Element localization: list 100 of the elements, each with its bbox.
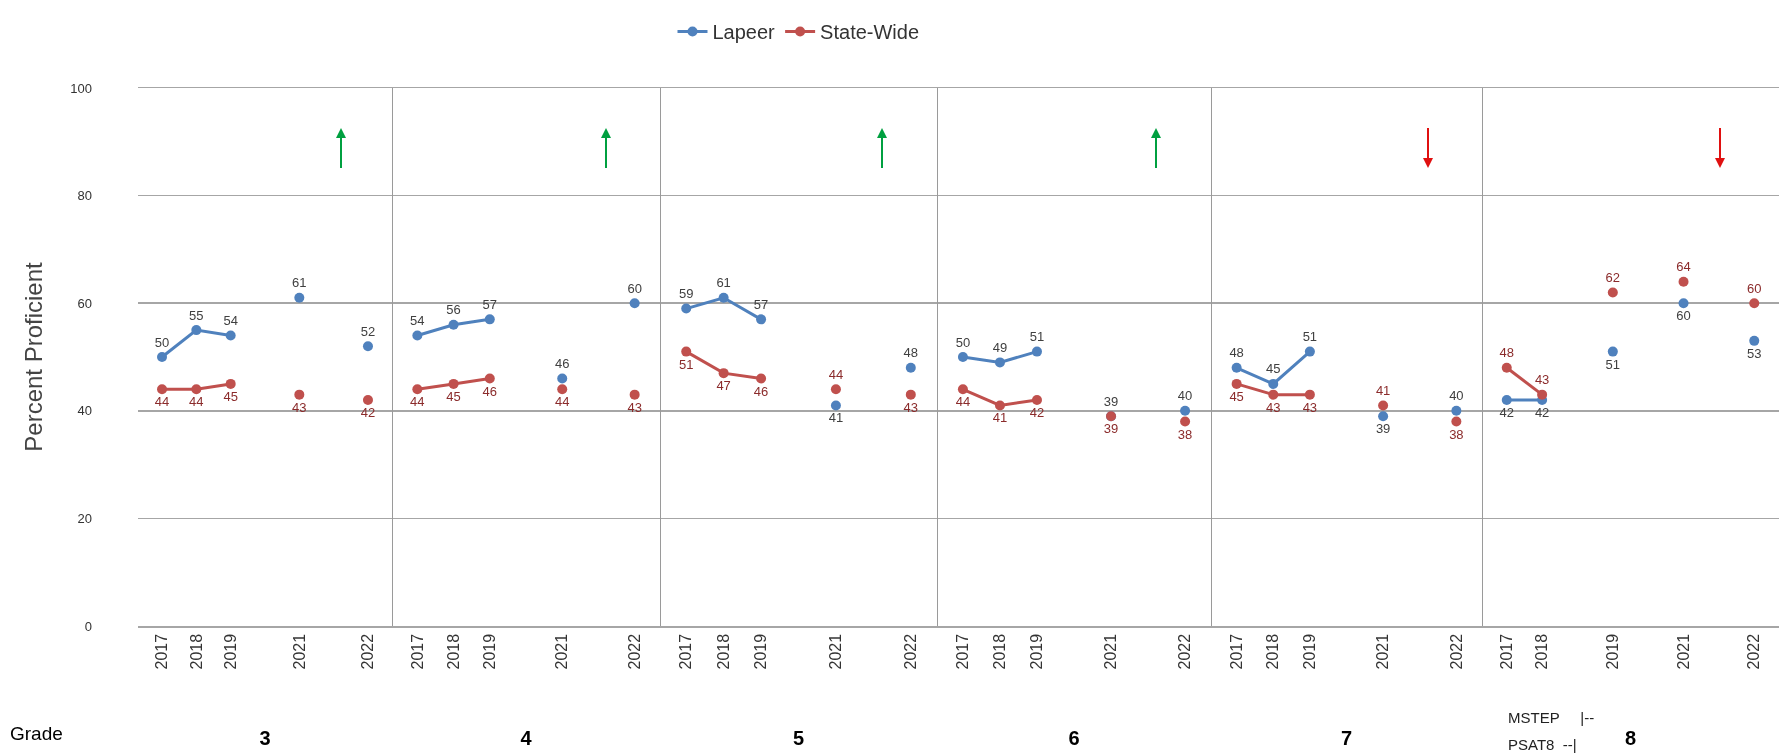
data-label: 45 [223, 388, 238, 404]
data-label: 56 [446, 302, 461, 318]
x-tick-label: 2019 [1301, 633, 1319, 670]
x-tick-label: 2017 [954, 633, 972, 670]
data-label: 43 [903, 399, 919, 415]
x-tick-label: 2017 [1227, 633, 1245, 670]
data-label: 53 [1747, 345, 1762, 361]
data-label: 44 [828, 366, 844, 382]
data-label: 42 [1499, 405, 1514, 421]
x-tick-label: 2018 [1533, 633, 1551, 670]
data-label: 57 [753, 296, 769, 312]
x-tick-label: 2021 [1102, 633, 1120, 670]
y-tick-label: 20 [77, 510, 92, 526]
x-axis-title: 8 [1624, 726, 1637, 749]
data-label: 41 [992, 410, 1008, 426]
x-tick-label: 2019 [221, 633, 239, 670]
y-tick-label: 100 [70, 80, 92, 96]
x-axis-title: 4 [520, 726, 533, 749]
x-tick-label: 2018 [444, 633, 462, 670]
data-label: 43 [627, 399, 642, 415]
x-tick-label: 2017 [153, 633, 171, 670]
data-label: 62 [1605, 269, 1621, 285]
data-label: 51 [1029, 329, 1045, 345]
data-label: 43 [1534, 372, 1550, 388]
data-label: 44 [955, 394, 971, 410]
data-label: 54 [410, 312, 425, 328]
data-label: 39 [1375, 421, 1391, 437]
data-label: 64 [1676, 259, 1691, 275]
data-label: 60 [1747, 280, 1762, 296]
data-label: 48 [1229, 345, 1244, 361]
x-tick-label: 2022 [1176, 633, 1194, 670]
x-tick-label: 2022 [1447, 633, 1465, 670]
x-tick-label: 2021 [1674, 633, 1692, 670]
x-tick-label: 2022 [625, 633, 643, 670]
data-label: 46 [753, 383, 769, 399]
x-tick-label: 2017 [1497, 633, 1515, 670]
x-tick-label: 2021 [827, 633, 845, 670]
data-label: 54 [223, 312, 238, 328]
data-label: 46 [482, 383, 498, 399]
data-label: 39 [1103, 393, 1119, 409]
data-label: 43 [1302, 399, 1318, 415]
x-tick-label: 2019 [480, 633, 498, 670]
data-label: 48 [903, 345, 919, 361]
data-label: 41 [828, 410, 844, 426]
data-label: 48 [1499, 345, 1514, 361]
x-tick-label: 2019 [1028, 633, 1046, 670]
data-label: 50 [955, 334, 971, 350]
data-label: 42 [1029, 405, 1045, 421]
data-label: 38 [1449, 426, 1464, 442]
data-label: 42 [360, 405, 376, 421]
data-label: 50 [154, 334, 170, 350]
data-label: 51 [1302, 329, 1318, 345]
data-label: 45 [1266, 361, 1281, 377]
y-tick-label: 0 [84, 618, 92, 634]
x-tick-label: 2017 [677, 633, 695, 670]
data-label: 39 [1103, 421, 1119, 437]
text: MSTEP |-- [1508, 709, 1595, 726]
data-label: 44 [154, 394, 170, 410]
data-label: 60 [1676, 308, 1691, 324]
data-label: 43 [1266, 399, 1281, 415]
data-label: 51 [678, 356, 694, 372]
data-label: 44 [189, 394, 204, 410]
y-tick-label: 80 [77, 188, 92, 204]
y-tick-label: 60 [77, 295, 92, 311]
x-axis-title: 6 [1068, 726, 1080, 749]
data-label: 52 [360, 323, 376, 339]
data-label: 46 [554, 356, 570, 372]
data-label: 40 [1177, 388, 1193, 404]
data-label: 61 [716, 275, 731, 291]
x-axis-title: 3 [259, 726, 271, 749]
data-label: 42 [1534, 405, 1550, 421]
x-tick-label: 2022 [902, 633, 919, 670]
y-tick-label: 40 [77, 403, 92, 419]
data-label: 38 [1177, 426, 1193, 442]
x-tick-label: 2021 [1374, 633, 1392, 670]
data-label: 43 [292, 399, 307, 415]
data-label: 55 [189, 307, 204, 323]
data-label: 45 [1229, 388, 1244, 404]
x-tick-label: 2021 [290, 633, 308, 670]
data-label: 49 [992, 339, 1008, 355]
data-label: 40 [1449, 388, 1464, 404]
text: Grade [10, 723, 63, 744]
data-label: 61 [292, 275, 307, 291]
data-label: 47 [716, 378, 731, 394]
data-label: 59 [678, 286, 694, 302]
data-label: 57 [482, 296, 498, 312]
legend-label: State-Wide [820, 21, 920, 44]
x-tick-label: 2022 [359, 633, 377, 670]
x-tick-label: 2018 [187, 633, 205, 670]
legend-label: Lapeer [712, 21, 776, 44]
x-tick-label: 2018 [1264, 633, 1282, 670]
x-tick-label: 2019 [752, 633, 770, 670]
data-label: 60 [627, 280, 642, 296]
data-label: 44 [410, 394, 425, 410]
x-tick-label: 2018 [714, 633, 732, 670]
data-label: 51 [1605, 356, 1621, 372]
x-tick-label: 2021 [553, 633, 571, 670]
x-tick-label: 2018 [991, 633, 1009, 670]
x-axis-title: 5 [792, 726, 805, 749]
data-label: 45 [446, 388, 461, 404]
